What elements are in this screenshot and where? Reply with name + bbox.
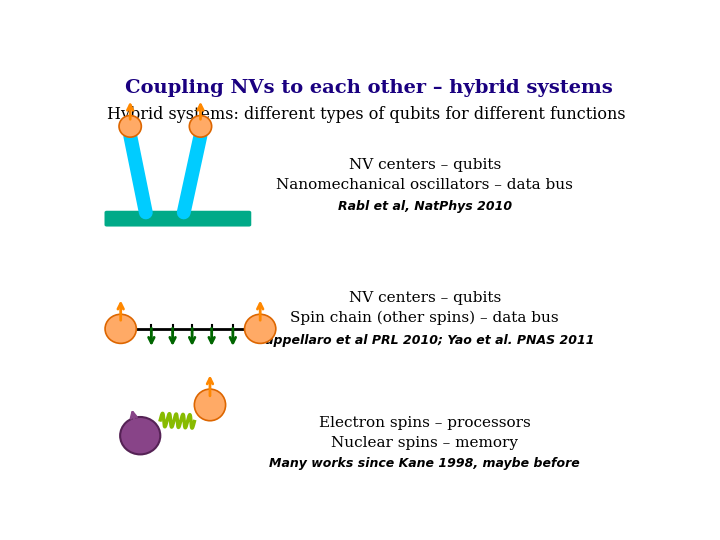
- Ellipse shape: [189, 116, 212, 137]
- Ellipse shape: [245, 314, 276, 343]
- Ellipse shape: [119, 116, 141, 137]
- Text: Rabl et al, NatPhys 2010: Rabl et al, NatPhys 2010: [338, 200, 512, 213]
- Ellipse shape: [105, 314, 136, 343]
- Text: NV centers – qubits
Nanomechanical oscillators – data bus: NV centers – qubits Nanomechanical oscil…: [276, 158, 573, 192]
- Ellipse shape: [194, 389, 225, 421]
- Ellipse shape: [120, 417, 161, 454]
- FancyBboxPatch shape: [104, 211, 251, 227]
- Text: Cappellaro et al PRL 2010; Yao et al. PNAS 2011: Cappellaro et al PRL 2010; Yao et al. PN…: [256, 334, 594, 347]
- Text: Electron spins – processors
Nuclear spins – memory: Electron spins – processors Nuclear spin…: [319, 416, 531, 449]
- Text: Many works since Kane 1998, maybe before: Many works since Kane 1998, maybe before: [269, 457, 580, 470]
- Text: Coupling NVs to each other – hybrid systems: Coupling NVs to each other – hybrid syst…: [125, 79, 613, 97]
- Text: NV centers – qubits
Spin chain (other spins) – data bus: NV centers – qubits Spin chain (other sp…: [290, 291, 559, 325]
- Text: Hybrid systems: different types of qubits for different functions: Hybrid systems: different types of qubit…: [107, 106, 626, 123]
